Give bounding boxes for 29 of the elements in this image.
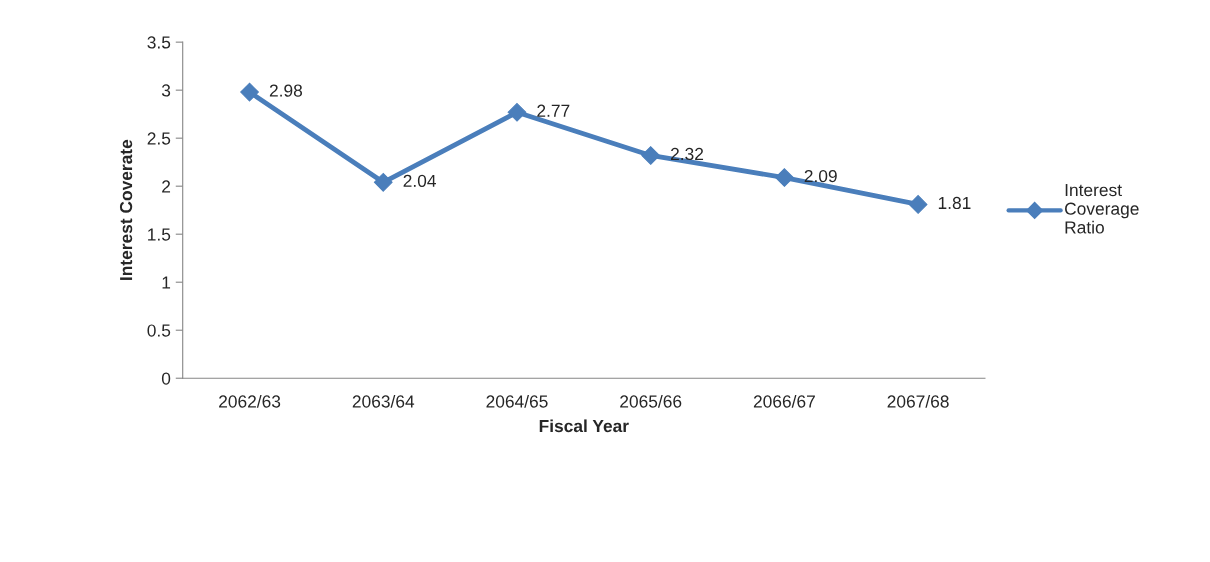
x-tick-label: 2064/65 (486, 394, 548, 408)
y-axis-title: Interest Coverate (119, 139, 133, 280)
data-label: 2.32 (671, 147, 704, 161)
x-tick-label: 2066/67 (753, 394, 815, 408)
x-tick-label: 2067/68 (887, 394, 949, 408)
point (775, 168, 794, 187)
x-tick-label: 2063/64 (352, 394, 415, 408)
data-label: 2.04 (403, 174, 436, 187)
point (373, 172, 393, 192)
point (908, 195, 928, 214)
legend-label: Interest Coverage Ratio (1065, 184, 1139, 234)
y-tick-label: 0.5 (147, 324, 171, 337)
point (507, 102, 527, 122)
y-tick-label: 3.5 (147, 36, 171, 49)
x-tick-label: 2062/63 (219, 394, 281, 408)
y-tick-label: 1 (162, 276, 171, 289)
y-tick-label: 1.5 (148, 228, 171, 241)
y-tick-label: 2.5 (147, 132, 171, 145)
y-tick-label: 3 (161, 84, 171, 97)
x-tick-label: 2065/66 (620, 394, 682, 408)
point (240, 82, 259, 102)
point (641, 146, 661, 165)
data-label: 2.98 (269, 84, 303, 97)
data-label: 2.77 (537, 104, 570, 117)
y-tick-label: 2 (162, 180, 171, 193)
data-label: 2.09 (804, 169, 837, 183)
y-tick-label: 0 (161, 372, 171, 385)
x-axis-title: Fiscal Year (539, 419, 629, 433)
data-label: 1.81 (938, 196, 971, 210)
